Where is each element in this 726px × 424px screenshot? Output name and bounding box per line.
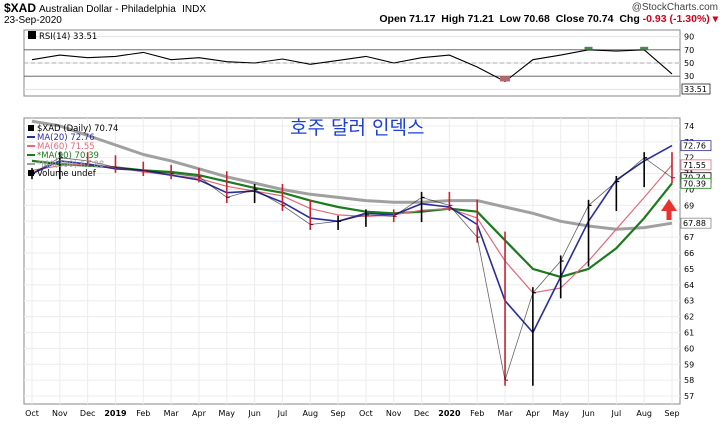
legend-entry: *MA(90) 70.39	[37, 151, 99, 161]
value-tag-box	[680, 177, 712, 189]
value-tag-box	[680, 159, 712, 171]
x-tick-label: Apr	[526, 409, 541, 418]
price-tick-label: 62	[684, 313, 694, 322]
value-tag-box	[680, 140, 712, 152]
up-arrow-icon	[661, 199, 677, 220]
x-tick-label: 2019	[104, 409, 127, 418]
price-frame	[23, 117, 681, 405]
x-tick-label: Feb	[470, 409, 484, 418]
price-tick-label: 69	[684, 201, 694, 210]
price-tick-label: 70	[684, 186, 694, 195]
price-tick-label: 74	[684, 122, 694, 131]
price-tick-label: 60	[684, 344, 694, 353]
low-value: 70.68	[523, 13, 550, 25]
x-tick-label: Apr	[192, 409, 207, 418]
value-tag-box	[680, 217, 712, 229]
price-tick-label: 66	[684, 249, 694, 258]
legend-marker	[28, 125, 34, 131]
x-axis: Oct Nov Dec 2019 Feb Mar Apr May Jun Jul Aug Sep Oct…	[25, 409, 679, 418]
x-tick-label: Dec	[80, 409, 95, 418]
rsi-last-value: 33.51	[684, 85, 707, 94]
instrument-name: Australian Dollar - Philadelphia	[39, 4, 176, 15]
high-value: 71.21	[467, 13, 494, 25]
price-tick-label: 59	[684, 360, 694, 369]
value-tag-text: 70.39	[683, 179, 706, 188]
rsi-label: RSI(14) 33.51	[39, 32, 97, 42]
price-tick-label: 67	[684, 233, 694, 242]
rsi-grid	[24, 36, 680, 90]
series-line-xad	[31, 157, 673, 381]
rsi-tick-label: 50	[684, 59, 694, 68]
price-bars	[31, 152, 675, 386]
rsi-tick-label: 70	[684, 46, 694, 55]
value-tag-text: 67.88	[683, 219, 706, 228]
credit: @StockCharts.com	[631, 2, 718, 13]
rsi-overbought-fill	[584, 46, 593, 50]
x-tick-label: 2020	[438, 409, 461, 418]
x-tick-label: May	[219, 409, 236, 418]
series-line-ma300	[31, 119, 673, 231]
rsi-last-tag	[681, 83, 711, 95]
ohlc-readout: Open 71.17 High 71.21 Low 70.68 Close 70…	[379, 13, 718, 25]
x-tick-label: May	[552, 409, 569, 418]
x-tick-label: Dec	[414, 409, 429, 418]
x-tick-label: Oct	[25, 409, 39, 418]
price-tick-label: 72	[684, 154, 694, 163]
price-panel: 575859606162636465666768697071727374 72.…	[23, 117, 712, 405]
chart-date: 23-Sep-2020	[4, 15, 62, 26]
legend-entry: Volume undef	[37, 169, 97, 179]
price-tick-label: 57	[684, 392, 694, 401]
x-tick-label: Feb	[136, 409, 150, 418]
x-tick-label: Jul	[611, 409, 622, 418]
change-value: -0.93 (-1.30%)	[642, 13, 710, 25]
legend-entry: MA(20) 72.76	[37, 133, 95, 143]
rsi-overbought-fill	[640, 46, 649, 50]
x-tick-label: Aug	[636, 409, 652, 418]
open-value: 71.17	[409, 13, 436, 25]
x-tick-label: Mar	[497, 409, 513, 418]
rsi-tick-label: 30	[684, 72, 694, 81]
overlay-title: 호주 달러 인덱스	[290, 117, 424, 139]
rsi-legend-marker	[28, 31, 36, 39]
value-tag-text: 72.76	[683, 142, 706, 151]
rsi-lines	[31, 46, 673, 83]
x-tick-label: Jun	[581, 409, 595, 418]
x-tick-label: Oct	[359, 409, 373, 418]
x-tick-label: Sep	[331, 409, 346, 418]
x-tick-label: Jun	[247, 409, 261, 418]
rsi-oversold-fill	[500, 76, 511, 82]
x-tick-label: Aug	[302, 409, 318, 418]
down-arrow-icon: ▾	[709, 13, 718, 25]
price-tick-label: 58	[684, 376, 694, 385]
price-tick-label: 65	[684, 265, 694, 274]
price-grid	[24, 118, 680, 404]
x-tick-label: Sep	[664, 409, 679, 418]
symbol: $XAD	[4, 1, 37, 15]
rsi-tick-label: 90	[684, 33, 694, 42]
x-tick-label: Nov	[52, 409, 68, 418]
symbol-header: $XAD Australian Dollar - Philadelphia IND…	[4, 1, 206, 15]
legend-entry: MA(60) 71.55	[37, 142, 95, 152]
price-tick-label: 64	[684, 281, 694, 290]
x-tick-label: Nov	[386, 409, 402, 418]
rsi-line	[31, 49, 673, 83]
x-tick-label: Jul	[277, 409, 288, 418]
x-tick-label: Mar	[164, 409, 180, 418]
legend-entry: $XAD (Daily) 70.74	[37, 124, 118, 134]
value-tag-text: 71.55	[683, 161, 706, 170]
legend-entry: *MA(300) 67.88	[37, 160, 104, 170]
price-tick-label: 61	[684, 329, 694, 338]
legend-marker	[28, 170, 34, 176]
price-tick-label: 63	[684, 297, 694, 306]
exchange: INDX	[182, 4, 207, 15]
rsi-panel: 9070503010 RSI(14) 33.51 33.51	[23, 29, 711, 97]
close-value: 70.74	[587, 13, 614, 25]
series-line-ma60	[31, 163, 673, 294]
